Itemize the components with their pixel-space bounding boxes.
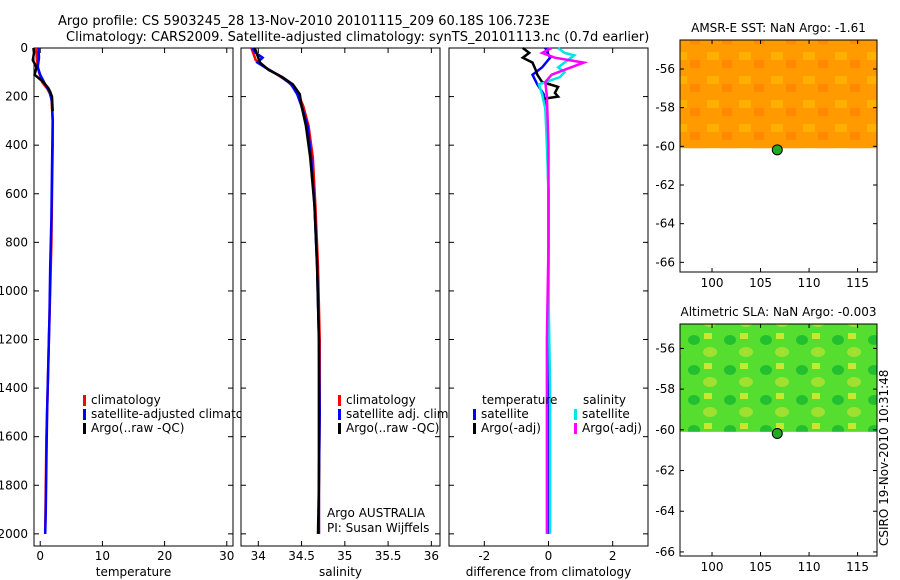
y-tick-label: 2000 xyxy=(0,527,28,541)
y-tick-label: 1800 xyxy=(0,478,28,492)
plot-frame xyxy=(240,47,441,547)
legend-difference: temperature salinitysatelliteArgo(-adj)sa… xyxy=(473,393,642,435)
series-line-argo-raw-qc- xyxy=(253,47,321,534)
y-tick-label: 800 xyxy=(5,235,28,249)
map-field xyxy=(680,40,877,149)
map-title: AMSR-E SST: NaN Argo: -1.61 xyxy=(691,21,866,35)
y-tick-label: -56 xyxy=(655,341,675,355)
legend-item-swatch xyxy=(338,395,341,406)
y-tick-label: 400 xyxy=(5,138,28,152)
timestamp-label: CSIRO 19-Nov-2010 10:31:48 xyxy=(877,370,891,546)
legend-item: Argo(..raw -QC) xyxy=(346,421,439,435)
legend-item: climatology xyxy=(346,393,416,407)
x-tick-label: 34 xyxy=(251,549,266,563)
y-tick-label: -66 xyxy=(655,255,675,269)
x-tick-label: 35 xyxy=(337,549,352,563)
y-tick-label: -60 xyxy=(655,423,675,437)
y-tick-label: -58 xyxy=(655,382,675,396)
figure-title-line2: Climatology: CARS2009. Satellite-adjuste… xyxy=(66,30,650,45)
series-line-argo-raw-qc- xyxy=(31,47,54,112)
panel-temperature: 0 10 20 30 temperature 0 200 400 600 800 1000 1200 1… xyxy=(0,41,261,579)
x-tick-label: 105 xyxy=(749,560,772,574)
y-tick-label: 600 xyxy=(5,187,28,201)
legend-item-swatch xyxy=(338,409,341,420)
map-field xyxy=(680,324,877,432)
x-tick-label: 115 xyxy=(846,276,869,290)
y-tick-label: -64 xyxy=(655,504,675,518)
x-tick-label: -2 xyxy=(478,549,490,563)
legend-item: climatology xyxy=(91,393,161,407)
legend-item: satellite-adjusted climatolog xyxy=(91,407,261,421)
x-tick-label: 20 xyxy=(157,549,172,563)
x-tick-label: 35.5 xyxy=(375,549,402,563)
x-tick-label: 0 xyxy=(36,549,44,563)
series-line-temperature-argo-adj- xyxy=(520,47,561,101)
series-line-salinity-argo-adj- xyxy=(539,46,589,534)
legend-title-temperature: temperature xyxy=(482,393,557,407)
legend-title-salinity: salinity xyxy=(583,393,626,407)
x-tick-label: 34.5 xyxy=(288,549,315,563)
x-tick-label: 100 xyxy=(701,276,724,290)
pi-annotation: PI: Susan Wijffels xyxy=(327,521,429,535)
x-axis-label: temperature xyxy=(96,565,171,579)
x-axis-label: salinity xyxy=(319,565,362,579)
y-tick-label: -66 xyxy=(655,545,675,559)
y-tick-label: 200 xyxy=(5,90,28,104)
x-tick-label: 0 xyxy=(545,549,553,563)
y-tick-label: -60 xyxy=(655,139,675,153)
float-position-marker xyxy=(771,144,783,156)
legend-item-swatch xyxy=(574,423,577,434)
x-tick-label: 105 xyxy=(749,276,772,290)
y-tick-label: -62 xyxy=(655,178,675,192)
panel-difference: -2 0 2 difference from climatology temperatu… xyxy=(448,46,649,579)
plot-frame xyxy=(33,47,234,547)
x-tick-label: 115 xyxy=(846,560,869,574)
x-tick-label: 30 xyxy=(219,549,234,563)
map-frame xyxy=(679,39,878,273)
y-tick-label: 1200 xyxy=(0,333,28,347)
map-title: Altimetric SLA: NaN Argo: -0.003 xyxy=(680,305,876,319)
legend-item-swatch xyxy=(574,409,577,420)
map-sla-map: Altimetric SLA: NaN Argo: -0.003 100 105 11… xyxy=(655,305,878,574)
x-tick-label: 100 xyxy=(701,560,724,574)
legend-item: Argo(-adj) xyxy=(481,421,541,435)
x-tick-label: 10 xyxy=(95,549,110,563)
x-tick-label: 36 xyxy=(424,549,439,563)
y-tick-label: -56 xyxy=(655,62,675,76)
float-position-marker xyxy=(771,427,783,439)
y-tick-label: 1600 xyxy=(0,430,28,444)
x-axis-label: difference from climatology xyxy=(466,565,632,579)
series-line-satellite-adjusted-climatology xyxy=(36,47,54,534)
y-tick-label: -64 xyxy=(655,217,675,231)
y-tick-label: 1000 xyxy=(0,284,28,298)
x-tick-label: 110 xyxy=(798,560,821,574)
legend-item: satellite xyxy=(582,407,630,421)
float-annotation: Argo AUSTRALIA xyxy=(327,506,426,520)
legend-item-swatch xyxy=(338,423,341,434)
legend-item-swatch xyxy=(473,423,476,434)
x-tick-label: 110 xyxy=(798,276,821,290)
map-sst-map: AMSR-E SST: NaN Argo: -1.61 100 105 110 115 -… xyxy=(655,21,878,290)
map-frame xyxy=(679,323,878,557)
y-tick-label: 1400 xyxy=(0,381,28,395)
legend-item-swatch xyxy=(83,395,86,406)
legend-item-swatch xyxy=(83,423,86,434)
legend-item: satellite adj. clim. xyxy=(346,407,452,421)
y-tick-label: -62 xyxy=(655,464,675,478)
y-tick-label: 0 xyxy=(20,41,28,55)
panel-salinity: 34 34.5 35 35.5 36 salinity climatologysatelli… xyxy=(240,47,452,579)
figure-title-line1: Argo profile: CS 5903245_28 13-Nov-2010 … xyxy=(58,14,550,29)
legend-item-swatch xyxy=(83,409,86,420)
legend-item: satellite xyxy=(481,407,529,421)
y-tick-label: -58 xyxy=(655,101,675,115)
legend-item-swatch xyxy=(473,409,476,420)
x-tick-label: 2 xyxy=(609,549,617,563)
legend-item: Argo(..raw -QC) xyxy=(91,421,184,435)
legend-item: Argo(-adj) xyxy=(582,421,642,435)
